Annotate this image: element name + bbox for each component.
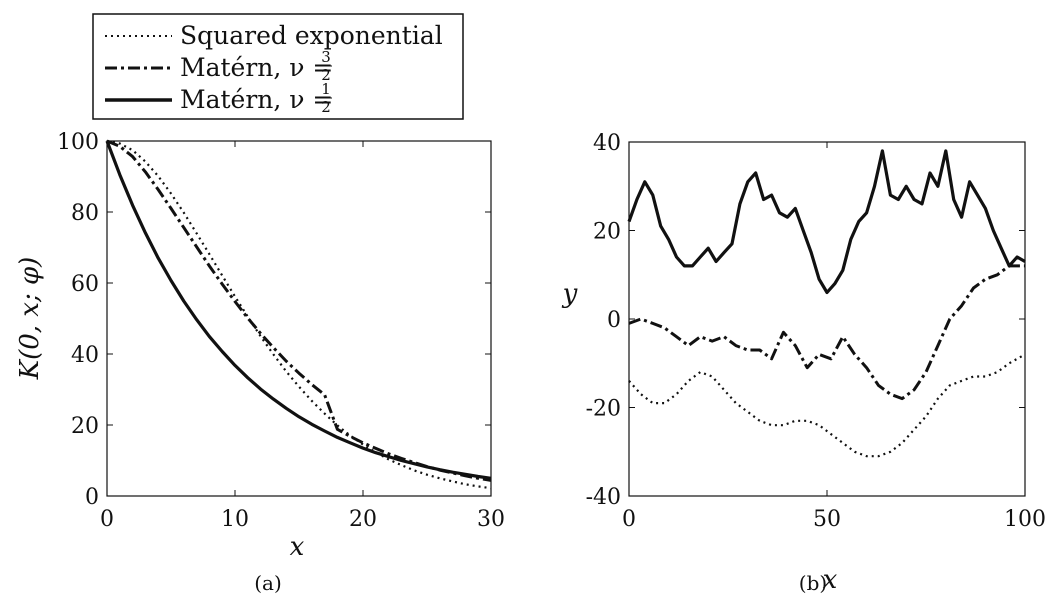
panel-b-ytick-label: -20: [586, 397, 621, 422]
panel-a-xtick-label: 10: [221, 507, 249, 532]
panel-a-ytick-label: 40: [71, 343, 99, 368]
panel-b-ytick-label: 20: [593, 220, 621, 245]
legend: Squared exponential Matérn, ν = 3 2 Maté…: [92, 13, 464, 120]
panel-b-series: [627, 149, 1026, 458]
panel-b-xtick-label: 50: [813, 507, 841, 532]
legend-entry-matern-3-2: Matérn, ν = 3 2: [105, 48, 333, 84]
panel-a-ytick-label: 0: [85, 485, 99, 510]
panel-b-ytick-label: 40: [593, 131, 621, 156]
panel-b-ticks: 0 50 100 -40 -20 0 20 40: [586, 131, 1046, 532]
panel-a-series: [105, 139, 492, 490]
panel-a-xlabel: x: [290, 532, 305, 562]
legend-frac-den-3-2: 2: [321, 66, 331, 84]
panel-b-xlabel: x: [823, 565, 838, 595]
panel-a-ylabel: K(0, x; φ): [15, 257, 45, 381]
panel-b-series-dotted: [628, 353, 1026, 458]
legend-label-matern-3-2: Matérn, ν =: [180, 53, 333, 82]
panel-a-ytick-label: 100: [57, 130, 99, 155]
panel-a-series-solid: [105, 140, 492, 480]
panel-b-xtick-label: 100: [1004, 507, 1046, 532]
panel-a-caption: (a): [254, 571, 282, 595]
panel-a-ticks: 0 10 20 30 0 20 40 60 80 100: [57, 130, 505, 532]
panel-a-ytick-label: 20: [71, 414, 99, 439]
legend-frac-num-3-2: 3: [321, 48, 331, 66]
panel-b-series-dashdot: [628, 264, 1025, 401]
panel-b-series-solid: [627, 149, 1026, 295]
panel-a-series-dotted: [106, 139, 492, 490]
panel-b-caption: (b): [799, 571, 827, 595]
panel-b: 0 50 100 -40 -20 0 20 40 x y (b): [562, 131, 1046, 595]
panel-a: 0 10 20 30 0 20 40 60 80 100 x K(0, x; φ) (a): [15, 130, 505, 595]
panel-a-ytick-label: 60: [71, 272, 99, 297]
panel-a-xtick-label: 0: [100, 507, 114, 532]
panel-a-xtick-label: 30: [477, 507, 505, 532]
panel-b-ylabel: y: [562, 279, 578, 309]
legend-entry-squared-exponential: Squared exponential: [105, 21, 443, 50]
panel-a-series-dashdot: [106, 139, 492, 482]
legend-label-matern-1-2: Matérn, ν =: [180, 85, 333, 114]
panel-b-ytick-label: 0: [607, 308, 621, 333]
panel-a-axes-box: [106, 140, 492, 497]
legend-frac-num-1-2: 1: [321, 80, 331, 98]
panel-a-ytick-label: 80: [71, 201, 99, 226]
legend-frac-den-1-2: 2: [321, 98, 331, 116]
panel-b-xtick-label: 0: [622, 507, 636, 532]
panel-b-ytick-label: -40: [586, 485, 621, 510]
legend-entry-matern-1-2: Matérn, ν = 1 2: [105, 80, 333, 116]
panel-a-xtick-label: 20: [349, 507, 377, 532]
legend-label-squared-exponential: Squared exponential: [180, 21, 443, 50]
